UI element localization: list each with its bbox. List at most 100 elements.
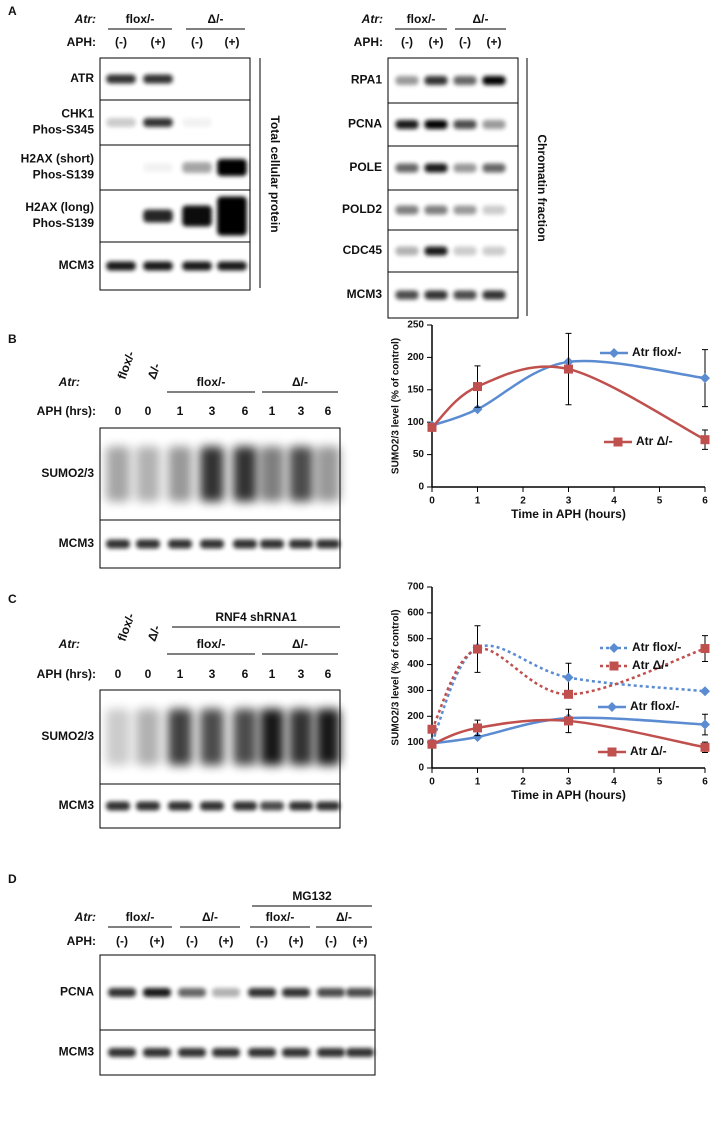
y-tick-label: 700 [407,582,424,593]
row-label: Phos-S345 [33,123,95,137]
y-tick-label: 100 [407,417,424,428]
band [217,196,247,236]
lane-group-label: Δ/- [145,623,164,643]
band [143,74,173,84]
y-tick-label: 0 [418,763,424,774]
band [136,801,160,811]
band [106,539,130,549]
legend-label: Atr Δ/- [632,658,669,672]
row-label: Phos-S139 [33,168,95,182]
band [317,988,345,997]
band [106,261,136,271]
y-tick-label: 500 [407,633,424,644]
marker [700,686,710,697]
marker [607,747,617,757]
band [289,446,313,502]
marker [564,364,573,374]
series-line [430,644,706,743]
panel-label: C [8,592,17,606]
band [317,1048,345,1057]
band [200,446,224,502]
y-tick-label: 200 [407,711,424,722]
lane-label: (+) [289,934,304,948]
band [182,261,212,271]
group-label: flox/- [197,637,226,651]
marker [427,724,437,734]
x-tick-label: 2 [520,777,526,788]
band [482,290,506,300]
group-label: Δ/- [336,910,352,924]
marker [609,348,619,358]
band [316,708,340,766]
gene-label: Atr: [361,12,383,26]
band [482,120,506,129]
band [106,118,136,127]
band [282,988,310,997]
band [182,162,212,173]
lane-group-label: flox/- [115,349,138,381]
band [316,446,340,502]
band [136,539,160,549]
marker [700,644,710,654]
band [395,246,419,256]
band [482,246,506,256]
band [482,76,506,85]
lane-label: 6 [242,667,249,681]
series-line [431,365,706,441]
band [482,205,506,215]
x-tick-label: 0 [429,496,435,507]
header-label: MG132 [292,889,332,903]
series-line [431,359,706,427]
band [453,246,477,256]
band [260,801,284,811]
x-tick-label: 1 [475,777,481,788]
band [424,163,448,173]
lane-group-label: flox/- [115,611,138,643]
band [106,708,130,766]
band [282,1048,310,1057]
band [143,118,173,127]
lane-label: (-) [459,35,471,49]
band [200,801,224,811]
gene-label: Atr: [58,637,80,651]
lane-label: 1 [177,667,184,681]
row-label: PCNA [348,117,382,131]
x-tick-label: 6 [702,496,708,507]
band [260,708,284,766]
marker [609,643,619,653]
group-label: flox/- [126,910,155,924]
marker [563,672,574,683]
band [248,1048,276,1057]
series-line [431,716,706,745]
lane-label: (+) [151,35,166,49]
marker [427,739,437,749]
lane-label: (-) [325,934,337,948]
band [289,539,313,549]
band [395,205,419,215]
band [212,1048,240,1057]
lane-label: (+) [487,35,502,49]
row-label: H2AX (long) [25,200,94,214]
band [482,163,506,173]
band [106,446,130,502]
band [108,988,136,997]
lane-label: 0 [145,667,152,681]
x-tick-label: 1 [475,496,481,507]
band [143,163,173,172]
lane-label: 3 [298,404,305,418]
y-axis-label: SUMO2/3 level (% of control) [391,338,402,474]
band [168,801,192,811]
row-label: SUMO2/3 [41,466,94,480]
band [182,205,212,227]
x-tick-label: 5 [657,496,663,507]
row-label: H2AX (short) [21,152,94,166]
x-tick-label: 0 [429,777,435,788]
band [289,708,313,766]
band [106,801,130,811]
band [346,988,374,997]
row-label: MCM3 [59,258,95,272]
band [136,708,160,766]
band [178,988,206,997]
x-axis-label: Time in APH (hours) [511,507,626,521]
y-tick-label: 100 [407,737,424,748]
